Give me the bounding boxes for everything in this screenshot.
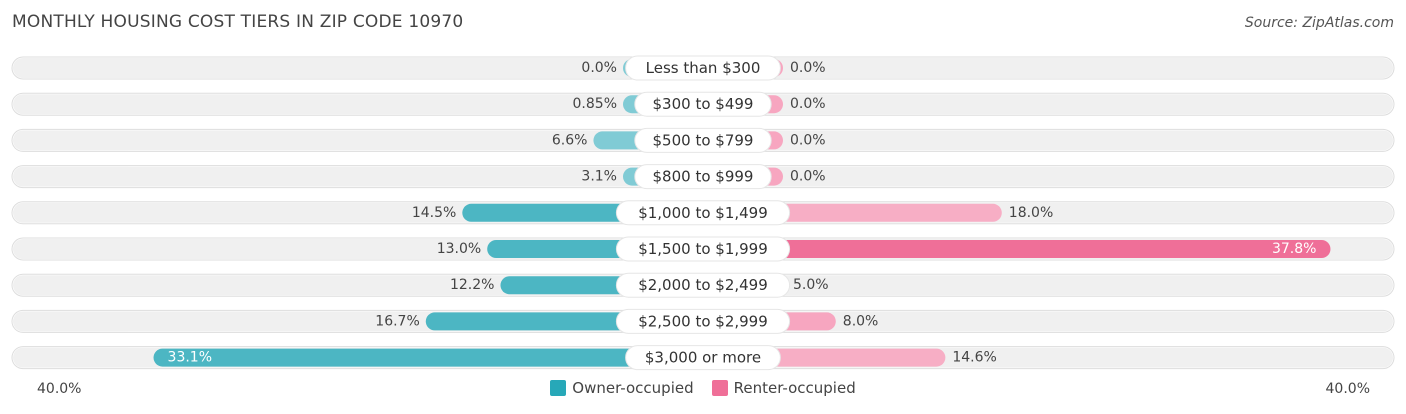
renter-value-label: 37.8%: [1272, 241, 1316, 257]
category-pill: [625, 345, 781, 371]
owner-bar: [153, 348, 704, 367]
category-pill: [625, 55, 781, 81]
owner-value-label: 0.85%: [573, 96, 617, 112]
legend-renter: Renter-occupied: [711, 379, 856, 397]
owner-value-label: 12.2%: [450, 277, 494, 293]
renter-value-label: 0.0%: [790, 169, 826, 185]
owner-value-label: 16.7%: [375, 313, 419, 329]
category-pill: [615, 200, 791, 226]
category-label: $800 to $999: [653, 168, 754, 186]
renter-value-label: 0.0%: [790, 132, 826, 148]
legend-owner-label: Owner-occupied: [572, 379, 694, 397]
source-note: Source: ZipAtlas.com: [1244, 15, 1394, 31]
category-pill: [615, 272, 791, 298]
diverging-bar-chart: 0.0% 0.0% Less than $300 0.85% 0.0% $300 to $…: [11, 55, 1395, 371]
renter-value-label: 0.0%: [790, 60, 826, 76]
owner-value-label: 14.5%: [412, 205, 456, 221]
category-label: $3,000 or more: [645, 349, 761, 367]
owner-value-label: 33.1%: [168, 350, 212, 366]
owner-value-label: 3.1%: [581, 169, 617, 185]
category-pill: [634, 127, 772, 153]
legend-owner: Owner-occupied: [550, 379, 694, 397]
chart-title: MONTHLY HOUSING COST TIERS IN ZIP CODE 1…: [12, 12, 464, 32]
legend-owner-swatch: [550, 380, 567, 396]
owner-value-label: 6.6%: [552, 132, 588, 148]
renter-bar: [703, 240, 1331, 258]
renter-value-label: 8.0%: [843, 313, 879, 329]
category-pill: [634, 164, 772, 190]
owner-value-label: 13.0%: [437, 241, 481, 257]
legend-renter-swatch: [711, 380, 728, 396]
category-pill: [634, 91, 772, 117]
renter-value-label: 5.0%: [793, 277, 829, 293]
category-label: $1,500 to $1,999: [638, 240, 768, 258]
renter-value-label: 18.0%: [1009, 205, 1053, 221]
category-pill: [615, 308, 791, 334]
legend-renter-label: Renter-occupied: [733, 379, 856, 397]
category-label: $1,000 to $1,499: [638, 204, 768, 222]
axis-right-label: 40.0%: [1325, 381, 1370, 397]
legend: Owner-occupied Renter-occupied: [0, 379, 1406, 397]
renter-value-label: 0.0%: [790, 96, 826, 112]
category-label: $2,500 to $2,999: [638, 312, 768, 330]
renter-value-label: 14.6%: [952, 350, 996, 366]
category-label: $500 to $799: [653, 131, 754, 149]
category-label: Less than $300: [646, 59, 761, 77]
category-pill: [615, 236, 791, 262]
owner-value-label: 0.0%: [581, 60, 617, 76]
category-label: $300 to $499: [653, 95, 754, 113]
category-label: $2,000 to $2,499: [638, 276, 768, 294]
axis-left-label: 40.0%: [37, 381, 82, 397]
